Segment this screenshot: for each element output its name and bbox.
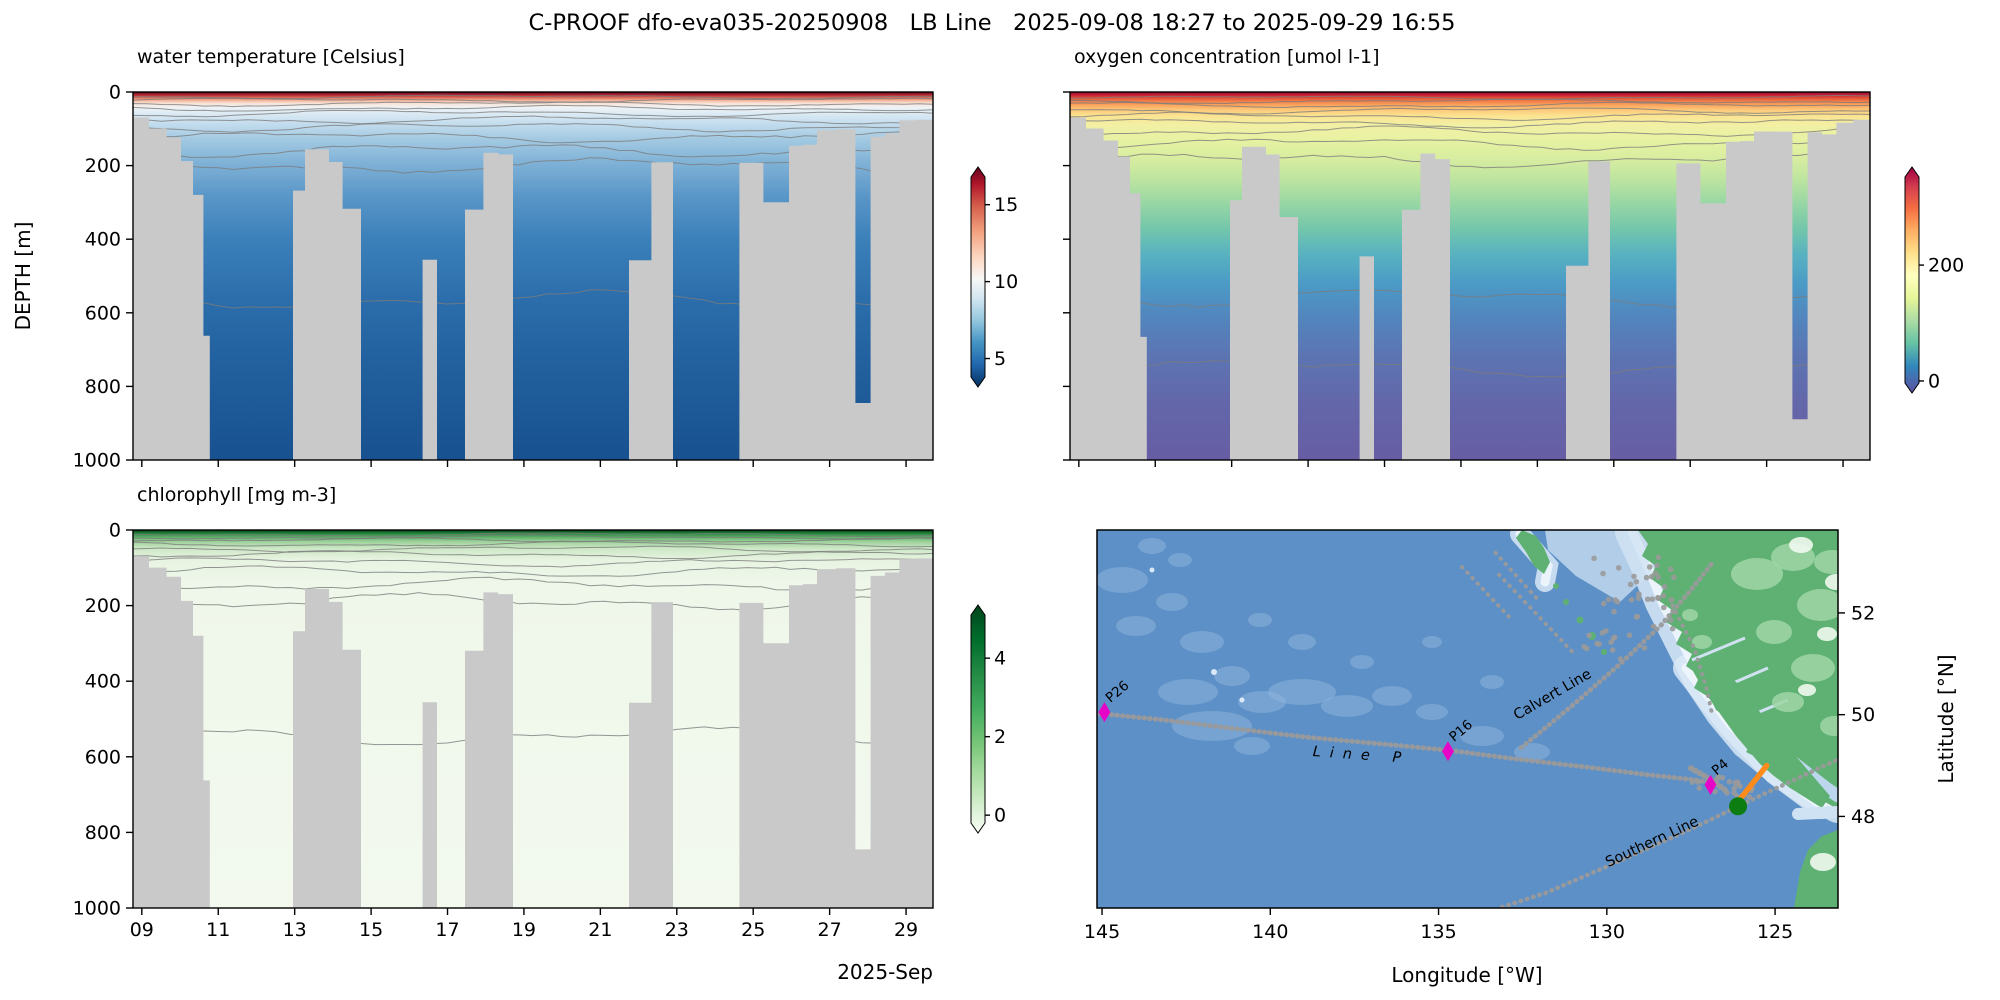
vancouver-island: [1690, 662, 1830, 808]
svg-text:1000: 1000: [73, 450, 121, 472]
svg-text:0: 0: [1928, 370, 1940, 392]
map-spine: [1096, 529, 1839, 909]
latitude-axis-label: Latitude [°N]: [1934, 654, 1958, 783]
route-label: Line P: [1312, 744, 1410, 767]
current-position-marker: [1729, 797, 1748, 816]
svg-text:19: 19: [512, 919, 536, 941]
svg-text:13: 13: [283, 919, 307, 941]
temperature-section-panel: 0 200 400 600 800 1000: [73, 82, 934, 472]
svg-text:29: 29: [894, 919, 918, 941]
track-vi-coast-track: [1670, 603, 1715, 720]
chlorophyll-colorbar: 0 2 4: [970, 604, 1006, 834]
svg-text:48: 48: [1851, 806, 1875, 828]
figure-title: C-PROOF dfo-eva035-20250908 LB Line 2025…: [529, 10, 1456, 36]
svg-text:0: 0: [994, 805, 1006, 827]
svg-text:140: 140: [1252, 921, 1288, 943]
chlorophyll-axis-ticks: 0 200 400 600 800 1000 09 11 13 15 17 19 21 23 25 27 29: [73, 520, 919, 942]
svg-text:15: 15: [994, 194, 1018, 216]
svg-text:25: 25: [741, 919, 765, 941]
svg-text:200: 200: [85, 155, 121, 177]
svg-text:27: 27: [818, 919, 842, 941]
svg-text:200: 200: [1928, 255, 1964, 277]
station-marker-P16: [1441, 741, 1454, 762]
oxygen-panel-title: oxygen concentration [umol l-1]: [1074, 46, 1380, 68]
svg-text:11: 11: [206, 919, 230, 941]
map-axes: 145 140 135 130 125 52 50 48: [1084, 529, 1875, 943]
svg-text:800: 800: [85, 376, 121, 398]
track-survey-zigzag-2: [1460, 565, 1515, 623]
svg-text:600: 600: [85, 746, 121, 768]
svg-text:400: 400: [85, 229, 121, 251]
oxygen-section-panel: [1063, 91, 1871, 467]
longitude-axis-label: Longitude [°W]: [1391, 963, 1542, 987]
svg-text:400: 400: [85, 671, 121, 693]
oxygen-axis-ticks: [1063, 91, 1844, 467]
date-axis-label: 2025-Sep: [837, 960, 933, 984]
depth-axis-label: DEPTH [m]: [11, 222, 35, 331]
chlorophyll-section-panel: 0 200 400 600 800 1000 09 11 13 15 17 19 21 23 25 27 29: [73, 520, 934, 942]
svg-text:145: 145: [1084, 921, 1120, 943]
svg-text:52: 52: [1851, 602, 1875, 624]
track-survey-zigzag-3: [1490, 547, 1539, 600]
track-southern-line: [1496, 758, 1838, 908]
svg-text:21: 21: [588, 919, 612, 941]
oxygen-colorbar: 0 200: [1904, 166, 1964, 394]
svg-text:15: 15: [359, 919, 383, 941]
chlorophyll-spine: [132, 529, 934, 909]
oxygen-spine: [1069, 91, 1871, 461]
svg-text:09: 09: [130, 919, 154, 941]
svg-text:0: 0: [109, 82, 121, 104]
station-marker-P26: [1098, 702, 1111, 723]
chlorophyll-panel-title: chlorophyll [mg m-3]: [137, 484, 336, 506]
temperature-colorbar: 5 10 15: [970, 166, 1018, 388]
svg-text:4: 4: [994, 648, 1006, 670]
svg-text:0: 0: [109, 520, 121, 542]
recent-glider-track: [1736, 762, 1770, 803]
temperature-axis-ticks: 0 200 400 600 800 1000: [73, 82, 907, 472]
juan-de-fuca-strait: [1792, 806, 1838, 820]
svg-text:5: 5: [994, 348, 1006, 370]
svg-text:2: 2: [994, 726, 1006, 748]
map-land: [1516, 530, 1838, 908]
svg-text:135: 135: [1420, 921, 1456, 943]
svg-text:1000: 1000: [73, 898, 121, 920]
svg-text:130: 130: [1589, 921, 1625, 943]
temperature-panel-title: water temperature [Celsius]: [137, 46, 405, 68]
svg-text:200: 200: [85, 595, 121, 617]
svg-text:23: 23: [665, 919, 689, 941]
haida-gwaii: [1516, 530, 1550, 574]
svg-text:10: 10: [994, 271, 1018, 293]
svg-text:800: 800: [85, 822, 121, 844]
mainland: [1638, 530, 1838, 810]
svg-text:50: 50: [1851, 704, 1875, 726]
station-marker-P4: [1704, 774, 1717, 795]
svg-text:17: 17: [435, 919, 459, 941]
svg-text:125: 125: [1757, 921, 1793, 943]
svg-text:600: 600: [85, 302, 121, 324]
track-calvert-line: [1518, 562, 1714, 751]
temperature-spine: [132, 91, 934, 461]
